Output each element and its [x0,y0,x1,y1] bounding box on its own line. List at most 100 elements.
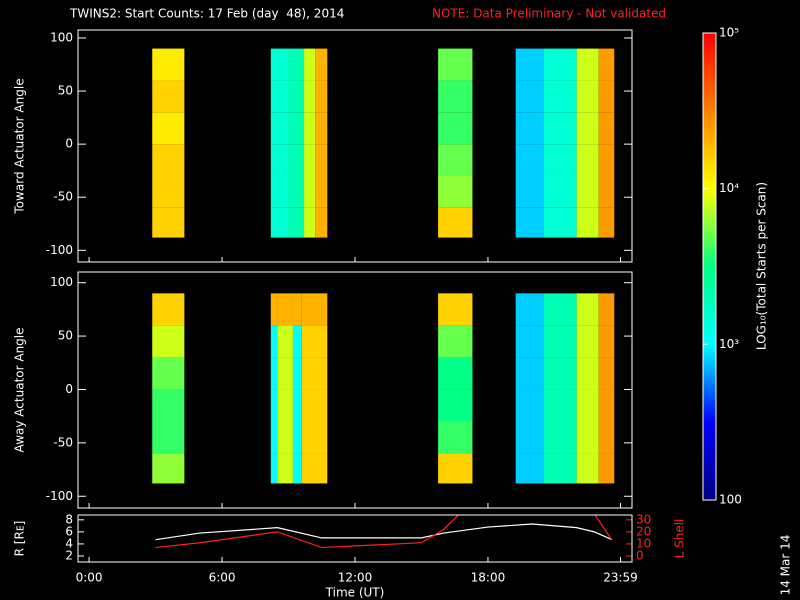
heat-cell [515,357,544,390]
heat-cell [576,207,599,238]
y-tick-label: 100 [50,275,73,289]
heat-cell [576,80,599,113]
heat-cell [515,80,544,113]
heat-cell [598,389,615,422]
heat-cell [576,48,599,81]
heat-cell [277,389,293,422]
y-tick-label: 4 [65,536,73,550]
heat-cell [576,453,599,484]
heat-cell [292,389,302,422]
heat-cell [315,80,328,113]
heat-cell [438,389,473,422]
heat-cell [438,48,473,81]
y2-tick-label: 30 [636,512,651,526]
heat-cell [270,80,289,113]
heat-cell [270,112,289,145]
heat-cell [304,48,316,81]
heat-cell [270,144,289,176]
heat-cell [576,175,599,208]
heat-cell [301,453,328,484]
heat-cell [292,453,302,484]
x-tick-label: 12:00 [338,571,373,585]
colorbar-tick-label: 10³ [719,337,739,351]
heat-cell [277,421,293,454]
heat-cell [598,80,615,113]
heat-cell [315,48,328,81]
heat-cell [315,175,328,208]
heat-cell [152,453,185,484]
heat-cell [543,357,577,390]
colorbar [702,32,717,501]
heat-cell [438,144,473,176]
heat-cell [270,357,278,390]
heat-cell [515,112,544,145]
heat-cell [288,207,305,238]
heat-cell [288,175,305,208]
heat-cell [152,48,185,81]
x-tick-label: 18:00 [471,571,506,585]
heat-cell [438,207,473,238]
x-tick-label: 23:59 [603,571,638,585]
y-tick-label: -100 [46,489,73,503]
heat-cell [270,389,278,422]
heat-cell [270,207,289,238]
y-tick-label: 50 [58,329,73,343]
y-tick-label: 50 [58,84,73,98]
y-axis-label: Away Actuator Angle [13,327,27,452]
heat-cell [438,453,473,484]
heat-cell [292,293,302,326]
heat-cell [277,357,293,390]
heat-cell [315,207,328,238]
y-tick-label: 100 [50,30,73,44]
heat-cell [438,80,473,113]
heat-cell [515,421,544,454]
heat-cell [543,80,577,113]
heat-cell [515,175,544,208]
heat-cell [515,293,544,326]
heat-cell [288,48,305,81]
heat-cell [543,325,577,358]
heat-cell [576,144,599,176]
heat-cell [438,112,473,145]
heat-cell [598,48,615,81]
heat-cell [292,421,302,454]
y-tick-label: -100 [46,243,73,257]
y-axis-label: R [Rᴇ] [13,521,27,557]
heat-cell [292,357,302,390]
y-tick-label: -50 [53,190,73,204]
heat-cell [438,357,473,390]
heat-cell [598,421,615,454]
heat-cell [270,325,278,358]
y-axis-label: Toward Actuator Angle [13,78,27,214]
y2-tick-label: 10 [636,536,651,550]
heat-cell [438,325,473,358]
heat-cell [152,80,185,113]
note: NOTE: Data Preliminary - Not validated [432,7,666,21]
heat-cell [292,325,302,358]
heat-cell [152,144,185,176]
heat-cell [301,293,328,326]
heat-cell [288,144,305,176]
y-tick-label: 2 [65,548,73,562]
colorbar-label: LOG₁₀(Total Starts per Scan) [755,182,769,350]
heat-cell [598,207,615,238]
heat-cell [576,357,599,390]
heat-cell [515,389,544,422]
heat-cell [576,421,599,454]
series-line [155,515,613,549]
heat-cell [152,357,185,390]
heat-cell [543,207,577,238]
heat-cell [598,293,615,326]
heat-cell [277,293,293,326]
heat-cell [598,175,615,208]
heat-cell [515,48,544,81]
heat-cell [438,175,473,208]
heat-cell [288,112,305,145]
heat-cell [270,48,289,81]
heat-cell [515,207,544,238]
colorbar-tick-label: 10⁴ [719,181,739,195]
heat-cell [438,421,473,454]
plot-frame [77,514,633,563]
heat-cell [598,144,615,176]
